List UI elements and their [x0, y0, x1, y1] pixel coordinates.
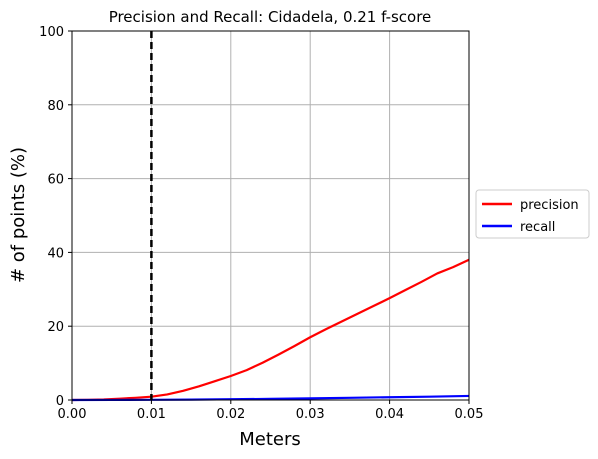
x-axis: 0.00 0.01 0.02 0.03 0.04 0.05 [58, 400, 484, 422]
y-axis-title: # of points (%) [8, 147, 29, 283]
x-tick-label: 0.02 [216, 407, 245, 422]
legend: precision recall [475, 189, 590, 239]
chart-title: Precision and Recall: Cidadela, 0.21 f-s… [109, 8, 432, 26]
x-tick-label: 0.04 [375, 407, 404, 422]
y-tick-label: 20 [47, 320, 64, 335]
y-tick-label: 0 [56, 394, 64, 409]
grid [71, 30, 470, 401]
legend-label-recall: recall [520, 220, 555, 235]
y-tick-label: 40 [47, 246, 64, 261]
x-tick-label: 0.01 [137, 407, 166, 422]
plot-lines [71, 31, 470, 402]
y-axis: 0 20 40 60 80 100 [39, 25, 72, 409]
legend-label-precision: precision [520, 198, 579, 213]
x-axis-title: Meters [239, 429, 301, 450]
plot-frame [71, 30, 470, 401]
y-tick-label: 80 [47, 99, 64, 114]
x-tick-label: 0.05 [455, 407, 484, 422]
x-tick-label: 0.03 [296, 407, 325, 422]
x-tick-label: 0.00 [58, 407, 87, 422]
y-tick-label: 60 [47, 173, 64, 188]
y-tick-label: 100 [39, 25, 64, 40]
precision-line [71, 258, 470, 402]
